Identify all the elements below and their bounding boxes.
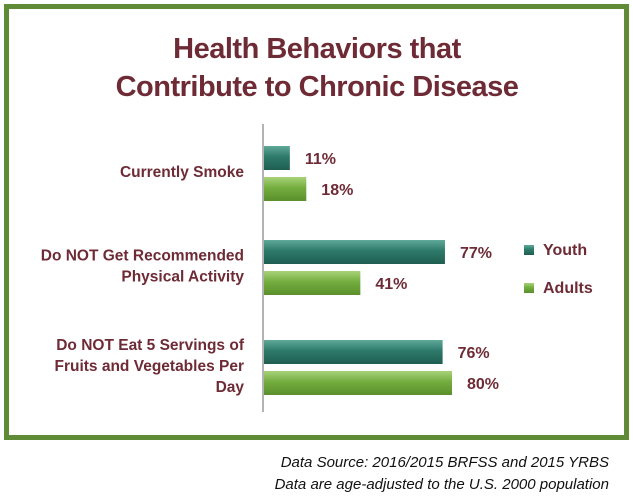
category-label: Currently Smoke xyxy=(120,164,244,181)
legend-swatch-youth xyxy=(524,245,534,255)
age-adjusted-note: Data are age-adjusted to the U.S. 2000 p… xyxy=(274,476,609,493)
data-source-line: Data Source: 2016/2015 BRFSS and 2015 YR… xyxy=(280,454,609,471)
category-label: Do NOT Get Recommended Physical Activity xyxy=(41,248,245,286)
data-label-adults: 41% xyxy=(375,276,407,293)
data-label-youth: 76% xyxy=(458,345,490,362)
bar-youth xyxy=(264,240,445,264)
bar-adults xyxy=(264,271,361,295)
category-label: Do NOT Eat 5 Servings of Fruits and Veget… xyxy=(54,337,244,396)
data-label-adults: 18% xyxy=(321,182,353,199)
chart-title-line-1: Health Behaviors that xyxy=(173,33,461,65)
data-label-youth: 11% xyxy=(305,151,336,168)
data-label-adults: 80% xyxy=(467,376,499,393)
bar-adults xyxy=(264,177,307,201)
chart-frame xyxy=(4,4,629,440)
legend-label-youth: Youth xyxy=(543,242,587,259)
chart-title-line-2: Contribute to Chronic Disease xyxy=(116,71,519,103)
legend-swatch-adults xyxy=(524,283,534,293)
bar-youth xyxy=(264,146,290,170)
bar-adults xyxy=(264,371,452,395)
data-label-youth: 77% xyxy=(460,245,492,262)
plot-area: Currently Smoke 11% 18% Do NOT Get Recommen… xyxy=(41,124,499,412)
data-source-note: Data Source: 2016/2015 BRFSS and 2015 YR… xyxy=(275,452,609,496)
legend: Youth Adults xyxy=(524,242,593,297)
legend-label-adults: Adults xyxy=(543,280,593,297)
bar-youth xyxy=(264,340,443,364)
